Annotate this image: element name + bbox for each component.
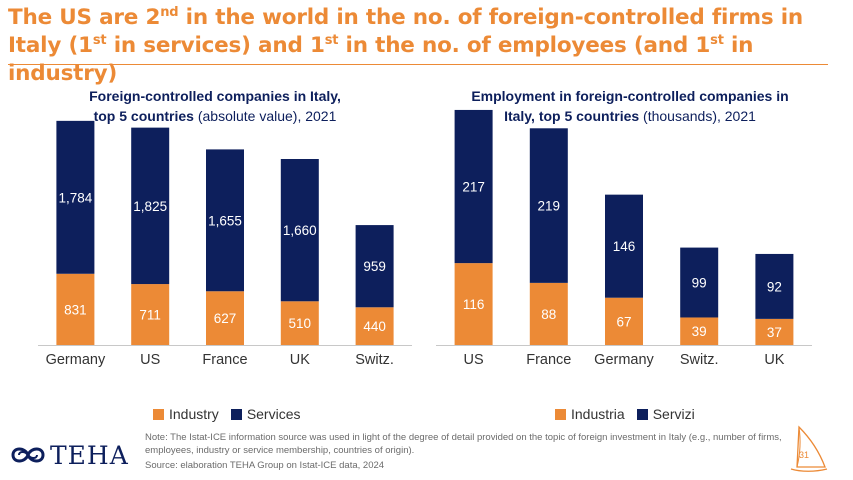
left-tick-label-0: Germany [46,352,106,368]
sail-icon [790,425,828,472]
left-tick-label-1: US [140,352,160,368]
left-tick-label-2: France [202,352,247,368]
teha-logo-text: TEHA [50,440,129,470]
right-chart-legend: Industria Servizi [555,406,695,422]
teha-logo-mark [11,447,45,463]
right-data-label-servizi-2: 146 [613,239,636,254]
right-bar-servizi-2 [605,194,643,298]
right-data-label-servizi-1: 219 [538,199,561,214]
left-subtitle-line1: Foreign-controlled companies in Italy, [89,88,341,104]
right-subtitle-rest: (thousands), 2021 [639,108,756,124]
right-tick-label-2: Germany [594,352,654,368]
right-bar-servizi-1 [529,128,568,283]
right-bar-industria-3 [680,317,719,345]
right-tick-label-0: US [464,352,484,368]
left-data-label-services-3: 1,660 [283,223,317,238]
right-chart-subtitle: Employment in foreign-controlled compani… [440,86,820,126]
left-data-label-services-4: 959 [363,259,386,274]
left-bar-industry-3 [280,301,319,345]
page-title: The US are 2nd in the world in the no. o… [8,4,803,86]
legend-label-industry: Industry [169,406,219,422]
left-bar-services-2 [206,149,244,292]
legend-label-servizi: Servizi [652,406,695,422]
left-data-label-services-1: 1,825 [133,199,167,214]
page-number: 31 [799,450,810,460]
right-data-label-industria-2: 67 [616,314,631,329]
right-data-label-servizi-0: 217 [462,180,485,195]
left-bar-industry-1 [131,284,170,345]
left-data-label-services-0: 1,784 [59,190,93,205]
left-bar-industry-4 [355,307,394,345]
left-chart-subtitle: Foreign-controlled companies in Italy, t… [40,86,390,126]
left-bar-services-0 [56,120,95,274]
left-subtitle-bold: top 5 countries [93,108,194,124]
right-bar-industria-2 [605,297,643,345]
right-bar-servizi-4 [755,253,794,319]
right-data-label-industria-0: 116 [463,297,485,312]
right-data-label-industria-3: 39 [692,324,707,339]
right-bar-servizi-3 [680,247,719,318]
left-data-label-industry-3: 510 [289,316,312,331]
right-tick-label-3: Switz. [680,352,719,368]
left-bar-services-1 [131,127,170,285]
right-data-label-servizi-3: 99 [692,276,707,291]
left-chart-legend: Industry Services [153,406,301,422]
right-bar-industria-4 [755,318,794,345]
left-bar-industry-2 [206,291,244,345]
legend-label-services: Services [246,406,301,422]
source-note: Source: elaboration TEHA Group on Istat-… [145,460,385,471]
left-data-label-services-2: 1,655 [208,213,242,228]
left-tick-label-4: Switz. [355,352,394,368]
right-subtitle-line1: Employment in foreign-controlled compani… [471,88,789,104]
left-data-label-industry-4: 440 [363,319,386,334]
legend-swatch-servizi [636,408,648,420]
right-data-label-industria-4: 37 [767,325,782,340]
left-bar-services-4 [355,225,394,308]
right-subtitle-bold: Italy, top 5 countries [504,108,640,124]
right-data-label-servizi-4: 92 [767,279,782,294]
legend-label-industria: Industria [571,406,625,422]
teha-logo: TEHA [10,440,140,470]
right-bar-industria-1 [529,282,568,345]
right-tick-label-1: France [526,352,571,368]
footnote: Note: The Istat-ICE information source w… [145,432,782,456]
left-tick-label-3: UK [290,352,310,368]
left-subtitle-rest: (absolute value), 2021 [193,108,337,124]
title-divider [8,64,828,65]
legend-swatch-industria [555,408,566,420]
left-data-label-industry-1: 711 [139,308,161,323]
left-bar-industry-0 [56,273,95,345]
left-data-label-industry-0: 831 [64,302,87,317]
left-data-label-industry-2: 627 [214,311,237,326]
right-tick-label-4: UK [764,352,784,368]
right-bar-servizi-0 [454,109,493,264]
right-data-label-industria-1: 88 [541,307,556,322]
legend-swatch-industry [153,408,164,420]
left-bar-services-3 [280,159,319,302]
legend-swatch-services [230,408,242,420]
right-bar-industria-0 [454,263,493,345]
